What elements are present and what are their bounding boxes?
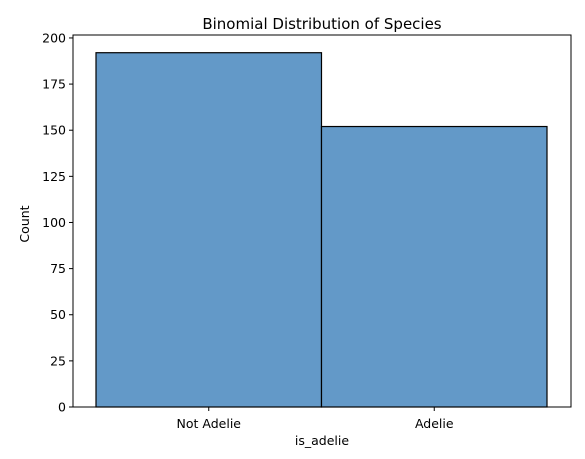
y-ticks-group: 0 25 50 75 100 125 150 175 200 — [42, 30, 73, 415]
y-tick-label: 175 — [42, 77, 66, 92]
y-tick-label: 200 — [42, 30, 66, 45]
y-tick-label: 50 — [50, 307, 66, 322]
bars-group — [95, 52, 548, 408]
y-tick-label: 25 — [50, 353, 66, 368]
y-tick-label: 100 — [42, 215, 66, 230]
bar-not-adelie — [95, 52, 323, 408]
y-tick-label: 125 — [42, 169, 66, 184]
plot-frame — [72, 34, 572, 408]
x-tick-label: Adelie — [415, 416, 454, 431]
chart-title: Binomial Distribution of Species — [202, 15, 441, 33]
y-tick-label: 75 — [50, 261, 66, 276]
axes-group — [72, 34, 572, 408]
x-axis-label: is_adelie — [295, 433, 349, 448]
x-tick-label: Not Adelie — [177, 416, 242, 431]
y-tick-label: 0 — [58, 400, 66, 415]
bar-adelie — [320, 125, 548, 408]
y-axis-label: Count — [17, 205, 32, 242]
x-ticks-group: Not Adelie Adelie — [177, 407, 454, 431]
y-tick-label: 150 — [42, 123, 66, 138]
